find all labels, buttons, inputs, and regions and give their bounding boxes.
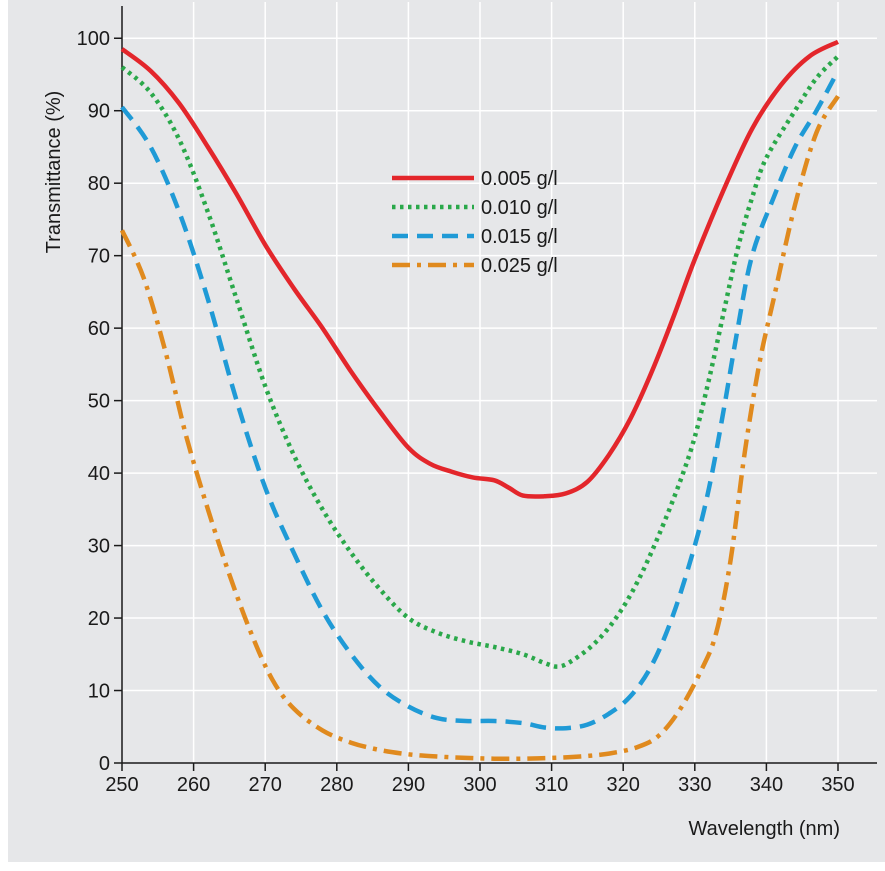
x-tick-label: 300: [463, 774, 496, 796]
x-tick-label: 290: [392, 774, 425, 796]
series-line-3: [120, 69, 840, 731]
chart-panel: 250 260 270 280 290 300 310 320 330 340 350 0 10 20 30…: [8, 0, 885, 862]
legend: 0.005 g/l 0.010 g/l 0.015 g/l 0.025 g/l: [392, 168, 558, 277]
y-tick-label: 40: [88, 463, 110, 485]
y-tick-label: 80: [88, 173, 110, 195]
y-tick-label: 10: [88, 681, 110, 703]
y-tick-label: 0: [99, 753, 110, 775]
x-tick-label: 310: [535, 774, 568, 796]
series-lines: [119, 39, 840, 762]
y-tick-label: 70: [88, 246, 110, 268]
x-tick-label: 280: [320, 774, 353, 796]
x-tick-label: 320: [607, 774, 640, 796]
y-tick-label: 100: [77, 28, 110, 50]
series-line-2: [120, 54, 840, 669]
y-axis-title: Transmittance (%): [43, 91, 65, 254]
x-tick-label: 330: [678, 774, 711, 796]
y-tick-label: 30: [88, 536, 110, 558]
grid: [122, 2, 877, 763]
y-tick-label: 20: [88, 608, 110, 630]
line-chart: 250 260 270 280 290 300 310 320 330 340 350 0 10 20 30…: [43, 2, 877, 840]
legend-label-3: 0.015 g/l: [481, 226, 558, 248]
y-tick-label: 90: [88, 101, 110, 123]
y-tick-label: 60: [88, 318, 110, 340]
x-tick-label: 350: [821, 774, 854, 796]
series-line-1: [120, 39, 840, 499]
x-axis-title: Wavelength (nm): [688, 818, 840, 840]
legend-label-2: 0.010 g/l: [481, 197, 558, 219]
legend-label-4: 0.025 g/l: [481, 255, 558, 277]
x-tick-label: 260: [177, 774, 210, 796]
x-tick-label: 270: [249, 774, 282, 796]
axes: 250 260 270 280 290 300 310 320 330 340 350 0 10 20 30…: [77, 6, 877, 796]
x-tick-label: 250: [105, 774, 138, 796]
x-tick-label: 340: [750, 774, 783, 796]
legend-label-1: 0.005 g/l: [481, 168, 558, 190]
y-tick-label: 50: [88, 391, 110, 413]
series-line-4: [119, 94, 840, 762]
